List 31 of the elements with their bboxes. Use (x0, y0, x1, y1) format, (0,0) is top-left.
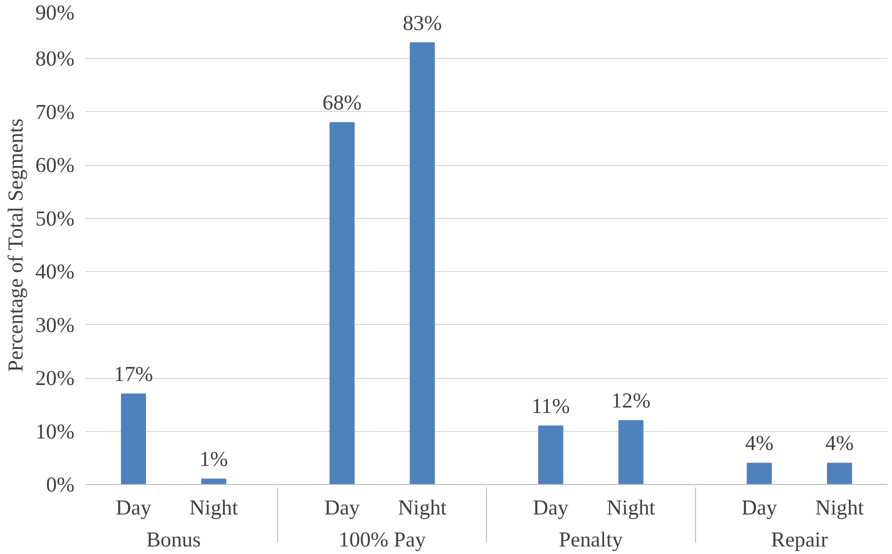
y-tick-label: 0% (46, 472, 75, 496)
x-tick-label: Day (742, 496, 778, 520)
y-tick-label: 10% (35, 419, 75, 444)
text: Penalty (558, 528, 624, 552)
y-tick-label: 50% (35, 206, 75, 230)
data-label: 83% (402, 10, 442, 35)
data-label: 17% (114, 362, 154, 386)
y-axis-title: Percentage of Total Segments (3, 118, 28, 372)
data-label: 4% (825, 431, 854, 456)
y-tick-label: 70% (35, 100, 75, 124)
text: Bonus (146, 528, 201, 552)
data-label: 11% (532, 394, 570, 418)
data-label: 68% (322, 90, 362, 115)
y-tick-label: 60% (35, 153, 75, 178)
data-label: 4% (745, 431, 774, 456)
x-tick-label: Day (324, 496, 360, 520)
y-tick-label: 30% (35, 312, 75, 337)
x-tick-label: Night (815, 496, 864, 520)
x-tick-label: Day (116, 496, 152, 520)
data-label: 1% (199, 447, 228, 472)
x-tick-label: Day (532, 496, 569, 520)
y-tick-label: 40% (35, 260, 75, 284)
y-tick-label: 90% (35, 0, 75, 24)
y-tick-label: 80% (35, 46, 75, 71)
x-tick-label: Night (189, 496, 238, 520)
y-tick-label: 20% (35, 366, 75, 390)
x-tick-label: Night (606, 496, 656, 520)
text: Repair (770, 528, 828, 552)
x-tick-label: Night (398, 496, 447, 520)
data-label: 12% (611, 388, 651, 413)
text: 100% Pay (338, 528, 426, 552)
